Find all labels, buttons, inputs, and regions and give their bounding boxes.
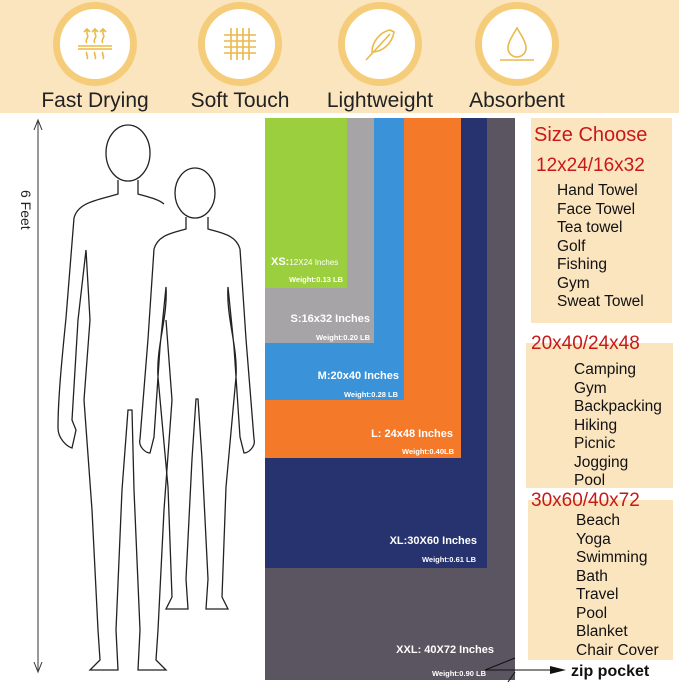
towel-xs-size: XS:12X24 Inches: [271, 256, 339, 268]
size-choose-title: Size Choose: [534, 124, 648, 146]
female-silhouette: [139, 167, 255, 610]
use-item: Jogging: [574, 453, 629, 471]
use-item: Gym: [557, 274, 590, 292]
size-group-2-uses: Camping Gym Backpacking Hiking Picnic Jo…: [574, 361, 662, 491]
towel-xs: [265, 118, 347, 288]
height-arrow: [33, 118, 43, 674]
use-item: Picnic: [574, 435, 616, 452]
feature-label: Lightweight: [326, 89, 434, 112]
use-item: Backpacking: [574, 398, 662, 415]
water-drop-icon: [500, 26, 534, 61]
male-silhouette: [57, 124, 173, 671]
use-item: Tea towel: [557, 219, 623, 236]
use-item: Golf: [557, 237, 586, 255]
zip-pocket-pointer: [484, 657, 566, 683]
use-item: Hand Towel: [557, 182, 638, 199]
size-group-1-title: 12x24/16x32: [536, 155, 645, 176]
feature-label: Absorbent: [469, 89, 565, 112]
towel-xxl-weight: Weight:0.90 LB: [431, 669, 486, 678]
feature-label: Soft Touch: [190, 89, 290, 112]
towel-s-size: S:16x32 Inches: [290, 313, 371, 325]
heat-waves-icon: [78, 27, 112, 60]
towel-s-weight: Weight:0.20 LB: [315, 333, 370, 342]
use-item: Swimming: [576, 549, 648, 566]
feather-icon: [365, 29, 395, 61]
size-panel-3: [528, 500, 673, 660]
towel-m-size: M:20x40 Inches: [317, 370, 399, 382]
fabric-weave-icon: [224, 28, 256, 60]
towel-l-weight: Weight:0.40LB: [402, 447, 454, 456]
zip-pocket-label: zip pocket: [571, 663, 650, 680]
use-item: Hiking: [574, 416, 618, 434]
use-item: Beach: [576, 512, 620, 529]
use-item: Travel: [576, 586, 619, 603]
size-panel-1: [531, 118, 672, 323]
size-group-2-title: 20x40/24x48: [531, 333, 640, 354]
use-item: Sweat Towel: [557, 293, 644, 310]
size-group-1-uses: Hand Towel Face Towel Tea towel Golf Fis…: [557, 182, 644, 312]
use-item: Pool: [576, 604, 608, 622]
feature-absorbent: Absorbent: [447, 2, 587, 113]
size-group-3-title: 30x60/40x72: [531, 490, 640, 511]
use-item: Chair Cover: [576, 641, 659, 659]
size-group-3-uses: Beach Yoga Swimming Bath Travel Pool Bla…: [576, 512, 659, 660]
use-item: Gym: [574, 379, 607, 397]
towel-l-size: L: 24x48 Inches: [371, 428, 453, 440]
use-item: Face Towel: [557, 200, 636, 218]
towel-xxl-size: XXL: 40X72 Inches: [396, 644, 494, 656]
height-label: 6 Feet: [18, 190, 34, 230]
towel-xl-weight: Weight:0.61 LB: [421, 555, 476, 564]
towel-m-weight: Weight:0.28 LB: [343, 390, 398, 399]
feature-fast-drying: Fast Drying: [25, 2, 165, 113]
feature-lightweight: Lightweight: [310, 2, 450, 113]
towel-xl-size: XL:30X60 Inches: [389, 535, 477, 547]
feature-soft-touch: Soft Touch: [170, 2, 310, 113]
use-item: Fishing: [557, 256, 607, 273]
use-item: Camping: [574, 361, 637, 378]
use-item: Pool: [574, 472, 606, 489]
feature-label: Fast Drying: [41, 89, 149, 112]
use-item: Yoga: [576, 530, 611, 548]
use-item: Blanket: [576, 623, 628, 640]
human-silhouettes: [57, 124, 255, 671]
towel-xs-weight: Weight:0.13 LB: [288, 275, 343, 284]
use-item: Bath: [576, 567, 608, 585]
size-panel-2: [526, 343, 673, 488]
